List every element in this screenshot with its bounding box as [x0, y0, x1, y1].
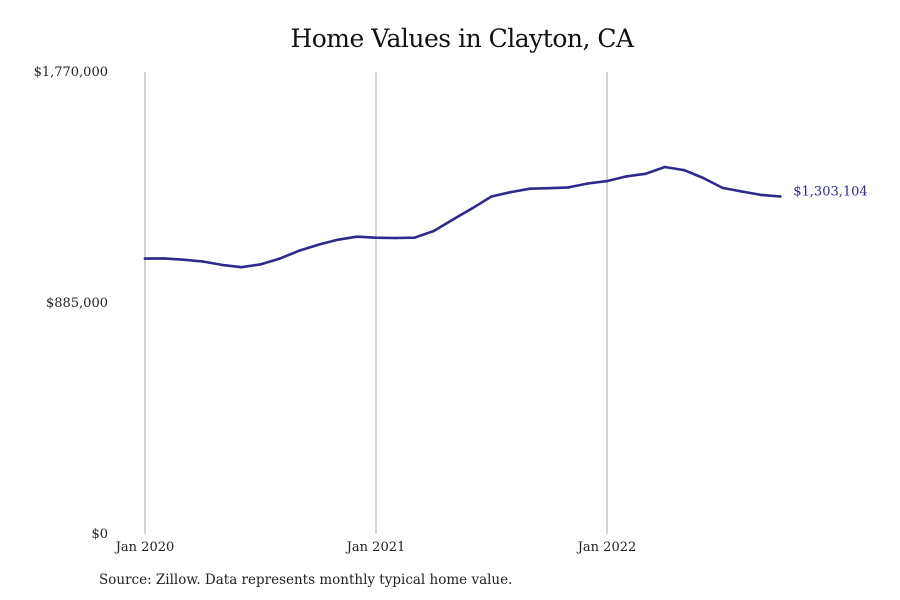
data-point [605, 179, 609, 183]
data-point [413, 236, 416, 239]
grid-layer [144, 72, 608, 534]
y-tick-label: $0 [91, 527, 108, 542]
data-point [432, 229, 436, 233]
data-point [220, 263, 224, 267]
data-point [740, 190, 744, 193]
end-value-label: $1,303,104 [793, 185, 867, 200]
data-point [240, 265, 243, 269]
data-point [374, 236, 378, 239]
data-point [471, 207, 474, 210]
source-note: Source: Zillow. Data represents monthly … [99, 572, 513, 588]
data-point [702, 176, 705, 180]
y-tick-label: $885,000 [46, 296, 108, 311]
data-point [451, 218, 455, 221]
data-point [625, 175, 628, 178]
chart-title: Home Values in Clayton, CA [290, 24, 634, 53]
data-point [297, 249, 301, 253]
data-point [355, 235, 359, 238]
series-layer [143, 165, 782, 269]
x-tick-label: Jan 2021 [345, 540, 406, 555]
x-axis-tick-labels: Jan 2020 Jan 2021 Jan 2022 [114, 540, 637, 555]
data-point [586, 182, 590, 185]
y-axis-tick-labels: $0 $885,000 $1,770,000 [34, 65, 108, 542]
y-tick-label: $1,770,000 [34, 65, 108, 80]
data-point [663, 165, 667, 169]
data-point [336, 238, 339, 242]
x-tick-label: Jan 2020 [114, 540, 175, 555]
data-point [201, 260, 205, 263]
data-point [682, 168, 686, 172]
data-point [721, 186, 724, 190]
series-line [143, 165, 782, 269]
data-point [779, 195, 782, 198]
data-point [278, 257, 282, 260]
data-point [143, 257, 147, 260]
data-point [548, 186, 551, 190]
data-point [528, 187, 532, 190]
data-point [394, 236, 397, 240]
data-point [317, 243, 320, 247]
data-point [567, 186, 570, 189]
data-point [759, 193, 763, 197]
data-point [182, 258, 185, 262]
data-point [259, 263, 262, 266]
x-tick-label: Jan 2022 [576, 540, 637, 555]
data-point [644, 172, 647, 176]
data-point [490, 195, 493, 198]
end-label-layer: $1,303,104 [793, 185, 867, 200]
data-point [509, 190, 513, 194]
data-point [163, 257, 166, 260]
